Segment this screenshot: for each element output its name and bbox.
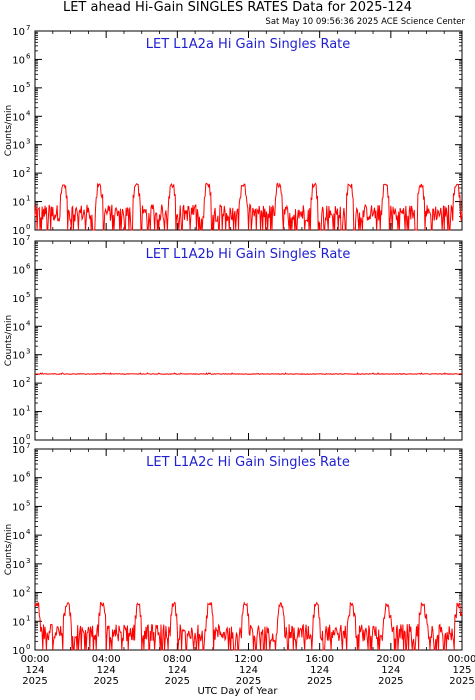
y-tick-exponent: 4: [26, 319, 31, 327]
y-axis-label: Counts/min: [4, 105, 14, 156]
x-tick-year: 2025: [22, 676, 47, 687]
x-tick-doy: 124: [97, 665, 116, 676]
plot-frame: [34, 30, 463, 231]
y-tick-exponent: 3: [26, 348, 30, 356]
y-tick-label: 10: [12, 646, 25, 657]
plot-frame: [34, 240, 463, 441]
y-tick-exponent: 5: [26, 499, 30, 507]
x-tick-doy: 124: [310, 665, 329, 676]
y-tick-label: 10: [12, 198, 25, 209]
y-tick-label: 10: [12, 237, 25, 248]
series-line: [34, 182, 463, 231]
series-line: [34, 601, 463, 651]
y-tick-label: 10: [12, 531, 25, 542]
y-tick-exponent: 5: [26, 81, 30, 89]
y-tick-exponent: 2: [26, 376, 30, 384]
x-tick-time: 12:00: [234, 654, 263, 665]
x-tick-time: 08:00: [163, 654, 192, 665]
x-tick-year: 2025: [165, 676, 190, 687]
y-tick-label: 10: [12, 169, 25, 180]
y-tick-label: 10: [12, 294, 25, 305]
x-tick-doy: 125: [452, 665, 471, 676]
y-tick-label: 10: [12, 436, 25, 447]
y-tick-exponent: 1: [26, 405, 30, 413]
y-tick-exponent: 7: [26, 442, 30, 450]
y-tick-label: 10: [12, 379, 25, 390]
y-tick-label: 10: [12, 502, 25, 513]
y-tick-exponent: 2: [26, 586, 30, 594]
x-axis-label: UTC Day of Year: [197, 686, 278, 697]
y-tick-exponent: 0: [26, 643, 30, 651]
y-tick-exponent: 7: [26, 234, 30, 242]
y-tick-exponent: 6: [26, 471, 31, 479]
y-tick-exponent: 6: [26, 262, 31, 270]
y-tick-exponent: 0: [26, 433, 30, 441]
x-tick-year: 2025: [236, 676, 261, 687]
y-tick-exponent: 7: [26, 24, 30, 32]
y-tick-label: 10: [12, 617, 25, 628]
x-tick-doy: 124: [168, 665, 187, 676]
y-tick-label: 10: [12, 226, 25, 237]
y-tick-label: 10: [12, 322, 25, 333]
y-tick-label: 10: [12, 589, 25, 600]
x-tick-year: 2025: [307, 676, 332, 687]
y-tick-label: 10: [12, 474, 25, 485]
panel-title: LET L1A2a Hi Gain Singles Rate: [146, 37, 351, 52]
y-tick-label: 10: [12, 55, 25, 66]
y-tick-exponent: 0: [26, 223, 30, 231]
y-tick-exponent: 3: [26, 557, 30, 565]
y-axis-label: Counts/min: [4, 315, 14, 366]
y-tick-exponent: 4: [26, 528, 31, 536]
x-tick-year: 2025: [93, 676, 118, 687]
y-tick-label: 10: [12, 351, 25, 362]
x-tick-time: 00:00: [21, 654, 50, 665]
x-tick-doy: 124: [381, 665, 400, 676]
y-tick-label: 10: [12, 112, 25, 123]
panel-title: LET L1A2b Hi Gain Singles Rate: [146, 247, 351, 262]
y-tick-label: 10: [12, 265, 25, 276]
y-tick-label: 10: [12, 84, 25, 95]
y-tick-exponent: 2: [26, 166, 30, 174]
y-tick-exponent: 5: [26, 291, 30, 299]
y-tick-label: 10: [12, 408, 25, 419]
x-tick-doy: 124: [25, 665, 44, 676]
x-tick-time: 20:00: [376, 654, 405, 665]
x-tick-time: 00:00: [448, 654, 475, 665]
timestamp: Sat May 10 09:56:36 2025 ACE Science Cen…: [265, 17, 465, 27]
y-tick-label: 10: [12, 445, 25, 456]
panel-title: LET L1A2c Hi Gain Singles Rate: [146, 455, 350, 470]
y-tick-exponent: 1: [26, 614, 30, 622]
y-tick-exponent: 4: [26, 109, 31, 117]
y-tick-exponent: 1: [26, 195, 30, 203]
series-line: [34, 372, 463, 376]
y-axis-label: Counts/min: [4, 524, 14, 575]
x-tick-time: 16:00: [305, 654, 334, 665]
y-tick-label: 10: [12, 560, 25, 571]
x-tick-year: 2025: [449, 676, 474, 687]
y-tick-label: 10: [12, 27, 25, 38]
y-tick-exponent: 3: [26, 138, 30, 146]
y-tick-exponent: 6: [26, 52, 31, 60]
x-tick-year: 2025: [378, 676, 403, 687]
page-title: LET ahead Hi-Gain SINGLES RATES Data for…: [62, 0, 413, 15]
y-tick-label: 10: [12, 141, 25, 152]
x-tick-doy: 124: [239, 665, 258, 676]
x-tick-time: 04:00: [92, 654, 121, 665]
